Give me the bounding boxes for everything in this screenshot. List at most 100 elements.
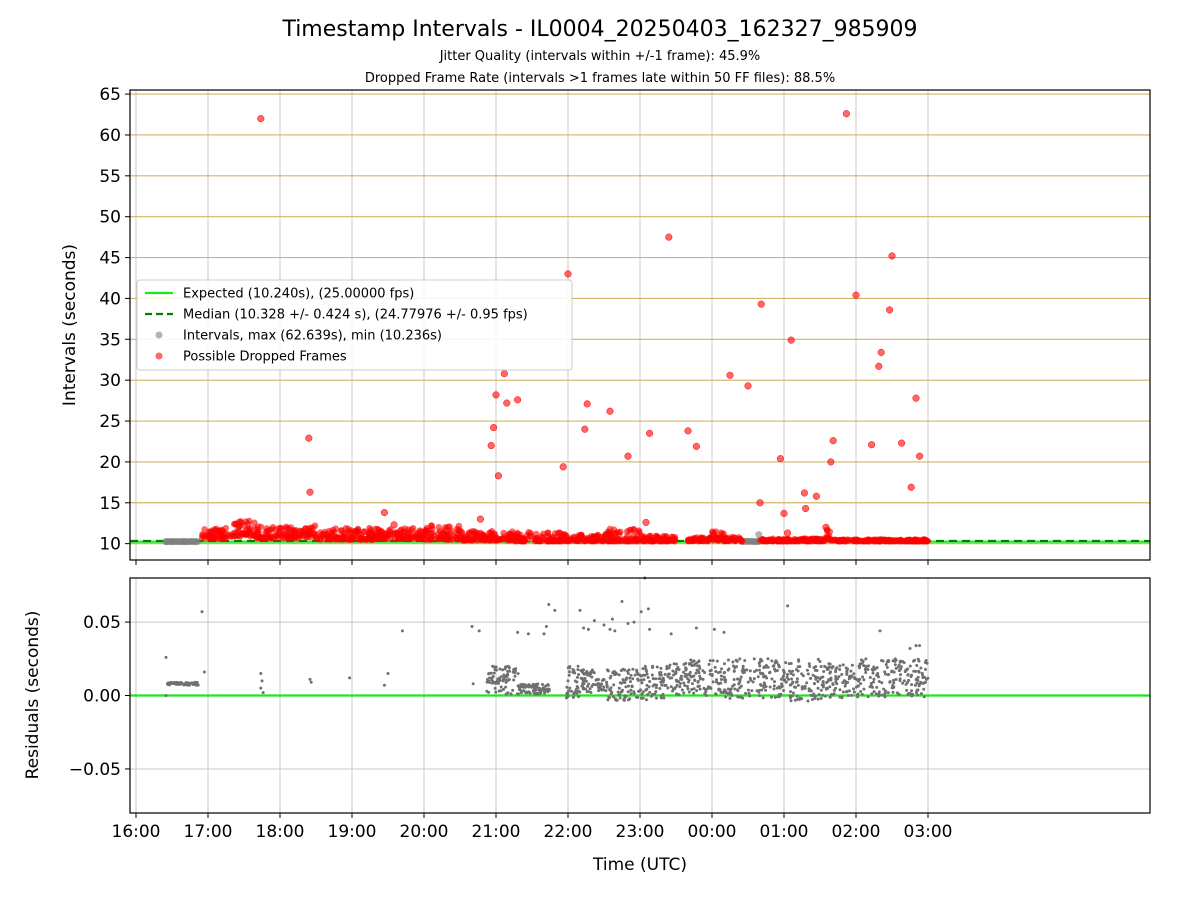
residual-point [583,676,587,680]
residual-point [922,695,926,699]
residual-point [629,673,633,677]
dropped-frame-point [421,531,428,539]
legend-swatch-dropped [155,352,163,360]
residual-point [661,680,665,684]
residual-point [639,696,643,700]
dropped-frame-point [334,534,341,541]
residual-point [775,686,779,690]
dropped-frame-point [492,391,500,399]
residual-point [535,685,539,689]
residual-point [382,683,386,687]
residual-point [806,699,810,703]
residual-point [738,678,742,682]
residual-point [693,662,697,666]
dropped-frame-point [503,399,511,407]
residual-point [678,685,682,689]
residual-point [789,690,793,694]
residual-point [490,678,494,682]
residual-point [651,684,655,688]
residual-point [488,676,492,680]
residual-point [871,680,875,684]
dropped-frame-point [487,442,495,450]
residual-point [715,678,719,682]
residual-point [880,681,884,685]
dropped-frame-point [218,533,226,540]
residual-point [671,669,675,673]
residual-point [717,687,721,691]
residual-point [845,671,849,675]
residual-point [887,672,891,676]
residual-point [490,681,494,685]
residual-point [697,664,701,668]
residual-point [789,683,793,687]
dropped-frame-point [898,439,906,447]
residual-point [694,626,698,630]
residual-point [625,676,629,680]
dropped-frame-point [382,530,389,538]
residual-point [727,667,731,671]
residual-point [524,683,528,687]
residual-point [639,688,643,692]
dropped-frame-point [836,537,844,544]
residual-point [788,696,792,700]
residual-point [608,688,612,692]
residual-point [684,666,688,670]
residual-point [671,689,675,693]
residual-point [746,688,750,692]
residual-point [917,684,921,688]
residual-point [646,607,650,611]
residual-point [719,678,723,682]
residual-point [612,683,616,687]
residual-point [675,693,679,697]
residual-point [828,695,832,699]
dropped-frame-point [302,525,310,532]
residual-point [512,678,516,682]
residual-point [692,687,696,691]
residual-point [596,686,600,690]
dropped-frame-point [607,537,615,544]
residual-point [636,696,640,700]
x-tick-label: 18:00 [256,822,305,842]
residual-point [862,663,866,667]
residual-point [819,688,823,692]
residual-point [913,683,917,687]
residual-point [914,669,918,673]
residual-point [653,692,657,696]
residual-point [764,663,768,667]
dropped-frame-point [665,233,673,241]
residual-point [731,684,735,688]
residual-point [859,689,863,693]
dropped-frame-point [784,529,792,537]
residual-point [894,666,898,670]
dropped-frame-point [497,536,504,543]
x-tick-label: 17:00 [184,822,233,842]
residual-point [837,675,841,679]
residual-point [834,675,838,679]
residual-point [758,671,762,675]
residual-point [741,671,745,675]
residual-point [666,674,670,678]
residual-point [748,669,752,673]
residual-point [672,673,676,677]
residual-point [712,627,716,631]
dropped-frame-point [476,515,484,523]
residual-point [922,687,926,691]
residual-point [880,693,884,697]
dropped-frame-point [490,424,498,432]
residual-point [772,680,776,684]
residual-point [602,678,606,682]
residual-point [785,673,789,677]
residual-point [494,690,498,694]
dropped-frame-point [624,532,631,539]
residual-point [877,693,881,697]
residual-point [684,668,688,672]
residual-point [824,687,828,691]
residual-point [646,693,650,697]
residual-point [515,692,519,696]
residual-point [908,647,912,650]
residual-point [741,664,745,668]
residual-point [723,688,727,692]
residual-point [738,657,742,661]
dropped-frame-point [726,371,734,379]
residual-point [731,660,735,664]
